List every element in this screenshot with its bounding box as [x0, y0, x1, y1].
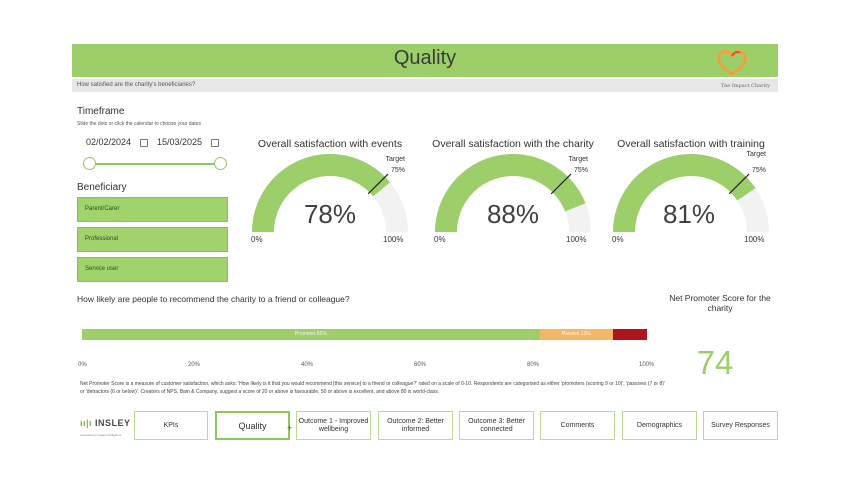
nps-segment-promoter: Promoter 81% — [82, 329, 540, 340]
header-band — [72, 44, 778, 77]
gauge-target-marker — [728, 173, 750, 195]
insley-tagline: consultancy impact intelligence — [80, 433, 122, 437]
tab-outcome-2[interactable]: Outcome 2: Better informed — [378, 411, 453, 440]
page-subtitle: How satisfied are the charity's benefici… — [77, 82, 196, 88]
insley-brand-text: INSLEY — [95, 418, 131, 428]
beneficiary-service-user-button[interactable]: Service user — [77, 257, 228, 282]
gauge-min-label: 0% — [434, 235, 446, 244]
nps-axis-tick: 60% — [414, 362, 427, 368]
nps-explanation-note: Net Promoter Score is a measure of custo… — [80, 381, 665, 395]
tab-demographics[interactable]: Demographics — [622, 411, 697, 440]
nps-score-value: 74 — [696, 344, 734, 381]
gauge-arc-svg — [435, 154, 591, 232]
nps-axis-tick: 100% — [639, 362, 655, 368]
nps-segment-label: Promoter 81% — [294, 331, 327, 337]
gauge-target-marker — [367, 173, 389, 195]
tab-comments[interactable]: Comments — [540, 411, 615, 440]
nps-segment-label: Passive 13% — [561, 331, 591, 337]
gauge-target-label: Target — [385, 156, 405, 163]
tab-outcome-1[interactable]: Outcome 1 - Improved wellbeing — [296, 411, 371, 440]
nps-score-title: Net Promoter Score for the charity — [669, 293, 771, 313]
gauge-charity: Overall satisfaction with the charity Ta… — [428, 137, 598, 247]
page-title: Quality — [393, 47, 457, 69]
beneficiary-professional-button[interactable]: Professional — [77, 227, 228, 252]
end-calendar-icon[interactable] — [211, 139, 219, 147]
gauge-target-value: 75% — [390, 167, 405, 174]
gauge-title: Overall satisfaction with the charity — [432, 138, 594, 150]
insley-logo: ıı|ı INSLEY — [80, 418, 131, 428]
tab-kpis[interactable]: KPIs — [134, 411, 208, 440]
gauge-arc-svg — [252, 154, 408, 232]
nps-axis-tick: 40% — [301, 362, 314, 368]
date-slider-track[interactable] — [89, 163, 220, 165]
cursor-crosshair-icon: + — [287, 423, 293, 433]
gauge-value-arc — [435, 154, 586, 232]
gauge-target-value: 75% — [751, 167, 766, 174]
date-slider-start-handle[interactable] — [83, 157, 96, 170]
beneficiary-parent-carer-button[interactable]: Parent/Carer — [77, 197, 228, 222]
nps-stacked-bar: Promoter 81% Passive 13% — [82, 329, 647, 340]
gauge-max-label: 100% — [383, 235, 404, 244]
end-date-field[interactable]: 15/03/2025 — [157, 137, 203, 147]
date-slider-end-handle[interactable] — [214, 157, 227, 170]
insley-logo-icon: ıı|ı — [80, 418, 96, 428]
charity-brand-text: The Impact Charity — [720, 83, 770, 89]
tab-outcome-3[interactable]: Outcome 3: Better connected — [459, 411, 534, 440]
gauge-training: Overall satisfaction with training Targe… — [606, 137, 776, 247]
timeframe-help: Slide the dots or click the calendar to … — [77, 121, 201, 127]
gauge-title: Overall satisfaction with training — [617, 138, 765, 150]
gauge-value-arc — [252, 154, 391, 232]
gauge-title: Overall satisfaction with events — [257, 138, 403, 150]
gauge-target-label: Target — [568, 156, 588, 163]
gauge-max-label: 100% — [744, 235, 765, 244]
subtitle-band — [72, 79, 778, 92]
nps-segment-passive: Passive 13% — [539, 329, 614, 340]
heart-logo-icon — [712, 48, 752, 76]
gauge-min-label: 0% — [612, 235, 624, 244]
gauge-target-value: 75% — [573, 167, 588, 174]
gauge-value: 81% — [662, 199, 716, 229]
start-calendar-icon[interactable] — [140, 139, 148, 147]
nps-axis-tick: 20% — [188, 362, 201, 368]
gauge-value-arc — [613, 154, 756, 232]
gauge-events: Overall satisfaction with events Target … — [245, 137, 415, 247]
beneficiary-title: Beneficiary — [77, 182, 127, 193]
gauge-min-label: 0% — [251, 235, 263, 244]
gauge-target-marker — [550, 173, 572, 195]
nps-axis-tick: 80% — [527, 362, 540, 368]
gauge-arc-svg — [613, 154, 769, 232]
tab-quality[interactable]: Quality — [215, 411, 290, 440]
gauge-value: 88% — [486, 199, 540, 229]
gauge-max-label: 100% — [566, 235, 587, 244]
tab-survey-responses[interactable]: Survey Responses — [703, 411, 778, 440]
nps-segment-detractor — [613, 329, 647, 340]
start-date-field[interactable]: 02/02/2024 — [86, 137, 132, 147]
nps-axis-tick: 0% — [78, 362, 87, 368]
nps-question: How likely are people to recommend the c… — [77, 294, 350, 304]
timeframe-title: Timeframe — [77, 106, 125, 117]
gauge-target-label: Target — [746, 151, 766, 158]
gauge-value: 78% — [303, 199, 357, 229]
